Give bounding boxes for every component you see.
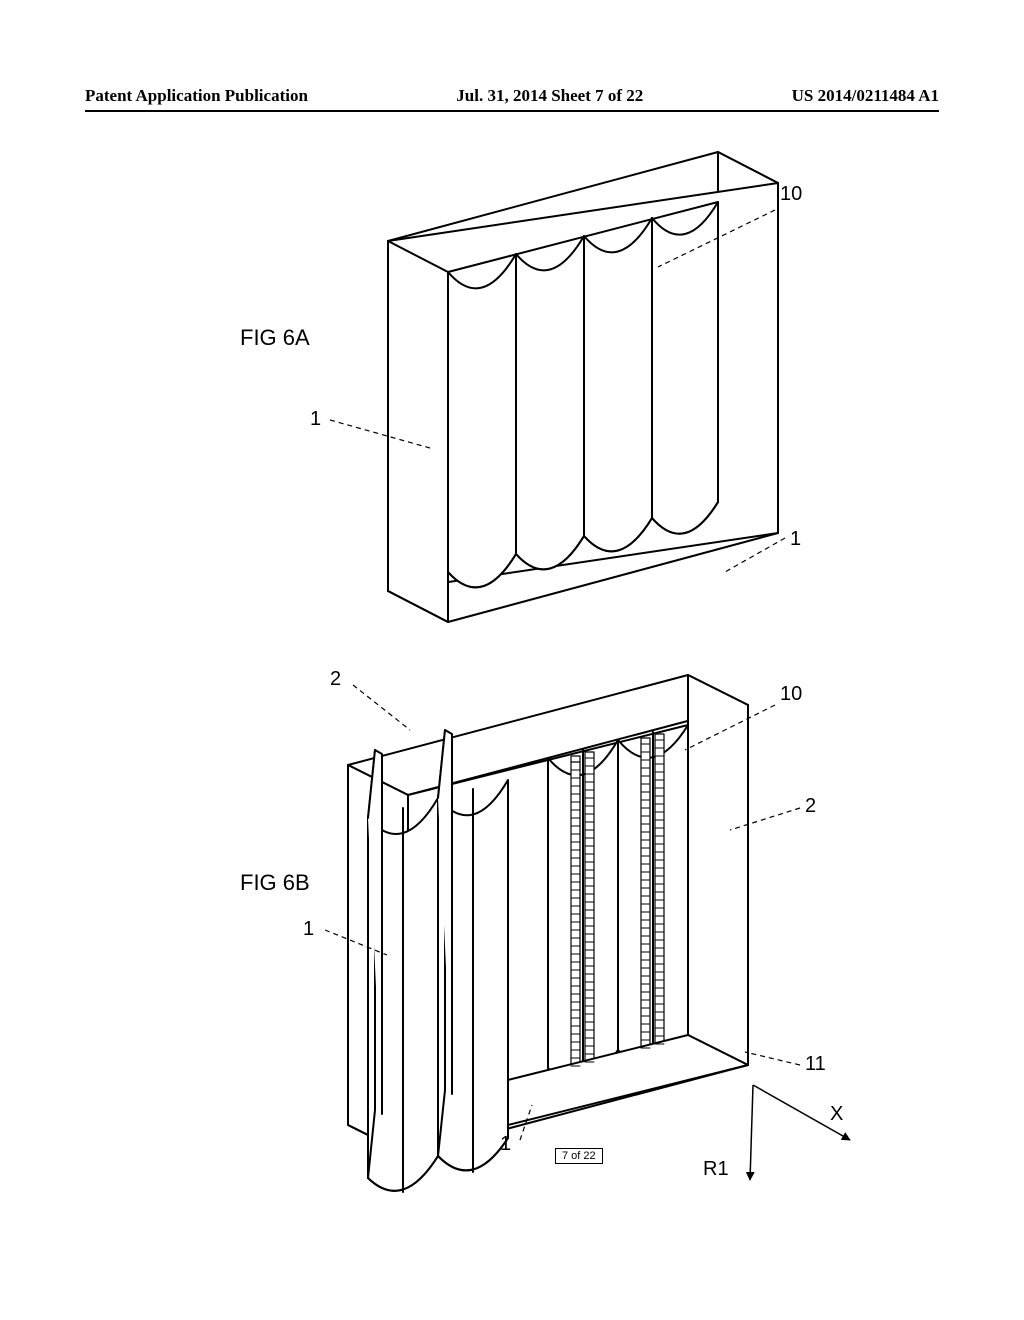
ref-1-a2: 1 <box>790 528 801 550</box>
header: Patent Application Publication Jul. 31, … <box>85 86 939 106</box>
header-left: Patent Application Publication <box>85 86 308 106</box>
patent-drawing: 10 1 1 10 2 2 1 1 11 X R1 <box>85 140 939 1200</box>
header-center: Jul. 31, 2014 Sheet 7 of 22 <box>456 86 643 106</box>
ref-1-b1: 1 <box>303 918 314 940</box>
fig6b-label: FIG 6B <box>240 870 310 896</box>
fig6b-axes <box>750 1085 850 1180</box>
axis-r1: R1 <box>703 1158 729 1180</box>
axis-x: X <box>830 1103 843 1125</box>
header-right: US 2014/0211484 A1 <box>792 86 939 106</box>
ref-10-a: 10 <box>780 183 802 205</box>
ref-10-b: 10 <box>780 683 802 705</box>
ref-1-b2: 1 <box>500 1133 511 1155</box>
fig6a-label: FIG 6A <box>240 325 310 351</box>
page-counter: 7 of 22 <box>555 1148 603 1164</box>
page: Patent Application Publication Jul. 31, … <box>0 0 1024 1320</box>
fig6a-drawing <box>388 152 778 622</box>
ref-2-b1: 2 <box>330 668 341 690</box>
ref-2-b2: 2 <box>805 795 816 817</box>
ref-1-a1: 1 <box>310 408 321 430</box>
ref-11: 11 <box>805 1053 826 1075</box>
fig6b-drawing <box>348 675 748 1192</box>
figure-area: FIG 6A FIG 6B <box>85 140 939 1200</box>
header-rule <box>85 110 939 112</box>
